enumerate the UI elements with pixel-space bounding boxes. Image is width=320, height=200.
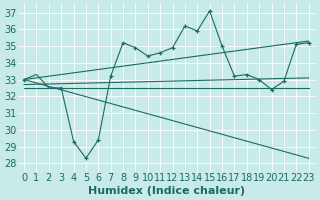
X-axis label: Humidex (Indice chaleur): Humidex (Indice chaleur) [88,186,245,196]
